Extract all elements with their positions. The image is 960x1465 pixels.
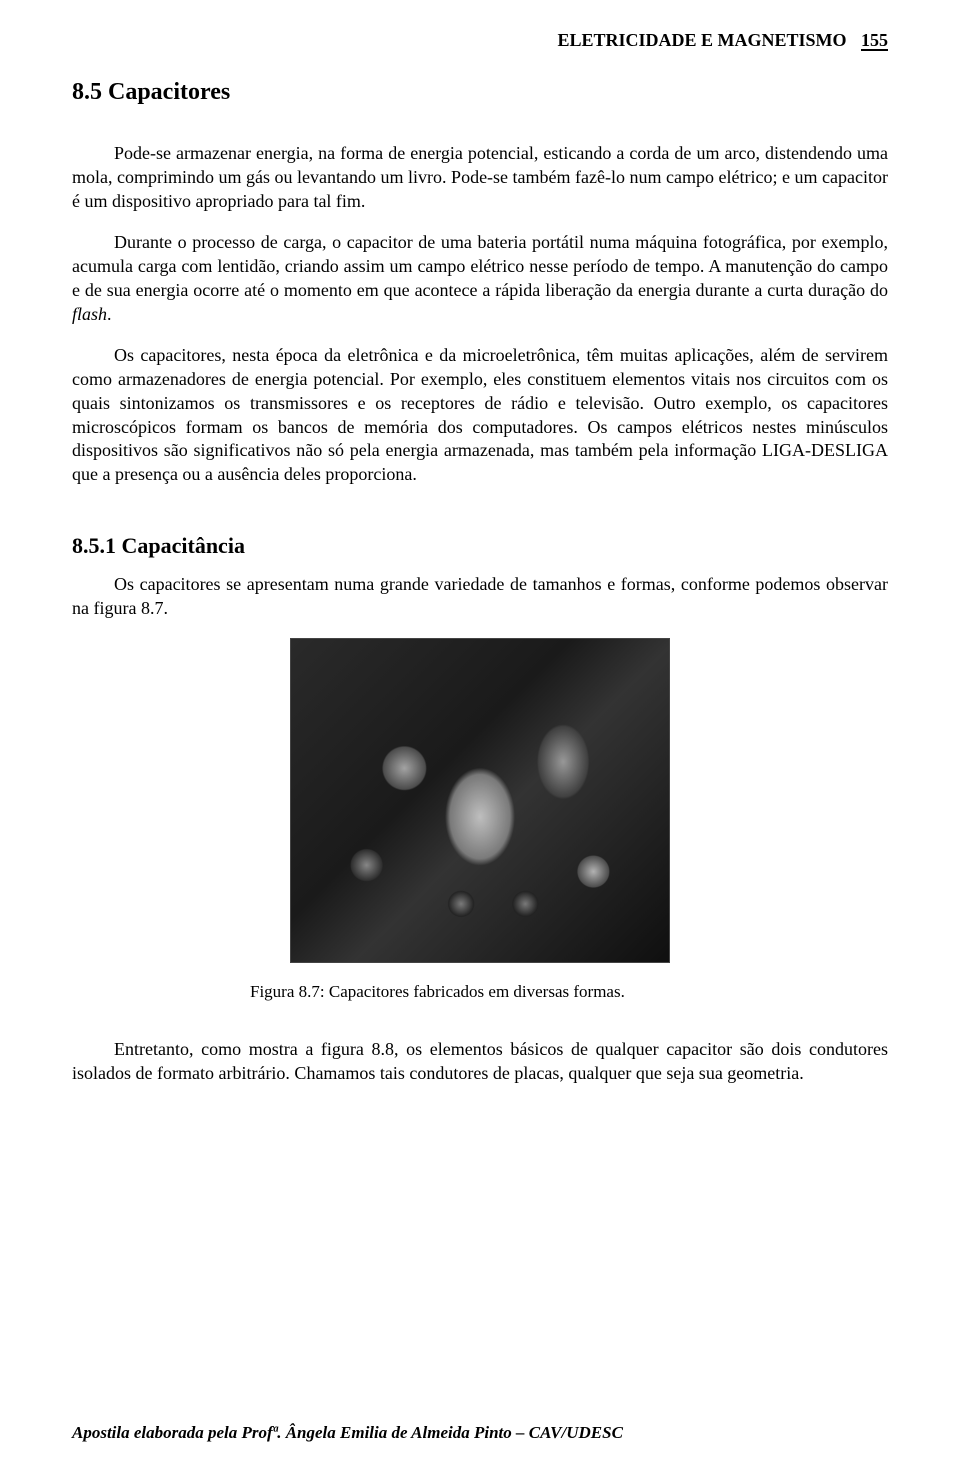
paragraph-3: Os capacitores, nesta época da eletrônic…	[72, 344, 888, 487]
closing-paragraph: Entretanto, como mostra a figura 8.8, os…	[72, 1038, 888, 1086]
figure-image-capacitors	[290, 638, 670, 963]
page-number: 155	[861, 30, 888, 51]
section-number: 8.5	[72, 79, 102, 105]
paragraph-2: Durante o processo de carga, o capacitor…	[72, 231, 888, 326]
paragraph-2-post: .	[107, 304, 112, 324]
header-title: ELETRICIDADE E MAGNETISMO	[557, 30, 846, 50]
subsection-intro: Os capacitores se apresentam numa grande…	[72, 573, 888, 621]
section-title: 8.5 Capacitores	[72, 79, 888, 106]
section-name: Capacitores	[108, 79, 230, 105]
subsection-title: 8.5.1 Capacitância	[72, 533, 888, 559]
paragraph-2-italic: flash	[72, 304, 107, 324]
subsection-number: 8.5.1	[72, 533, 116, 558]
figure-caption: Figura 8.7: Capacitores fabricados em di…	[72, 982, 888, 1002]
paragraph-2-pre: Durante o processo de carga, o capacitor…	[72, 232, 888, 300]
page-footer: Apostila elaborada pela Profª. Ângela Em…	[72, 1423, 623, 1443]
running-header: ELETRICIDADE E MAGNETISMO 155	[72, 30, 888, 51]
figure-8-7: Figura 8.7: Capacitores fabricados em di…	[72, 638, 888, 1002]
paragraph-1: Pode-se armazenar energia, na forma de e…	[72, 142, 888, 213]
subsection-name: Capacitância	[122, 533, 245, 558]
